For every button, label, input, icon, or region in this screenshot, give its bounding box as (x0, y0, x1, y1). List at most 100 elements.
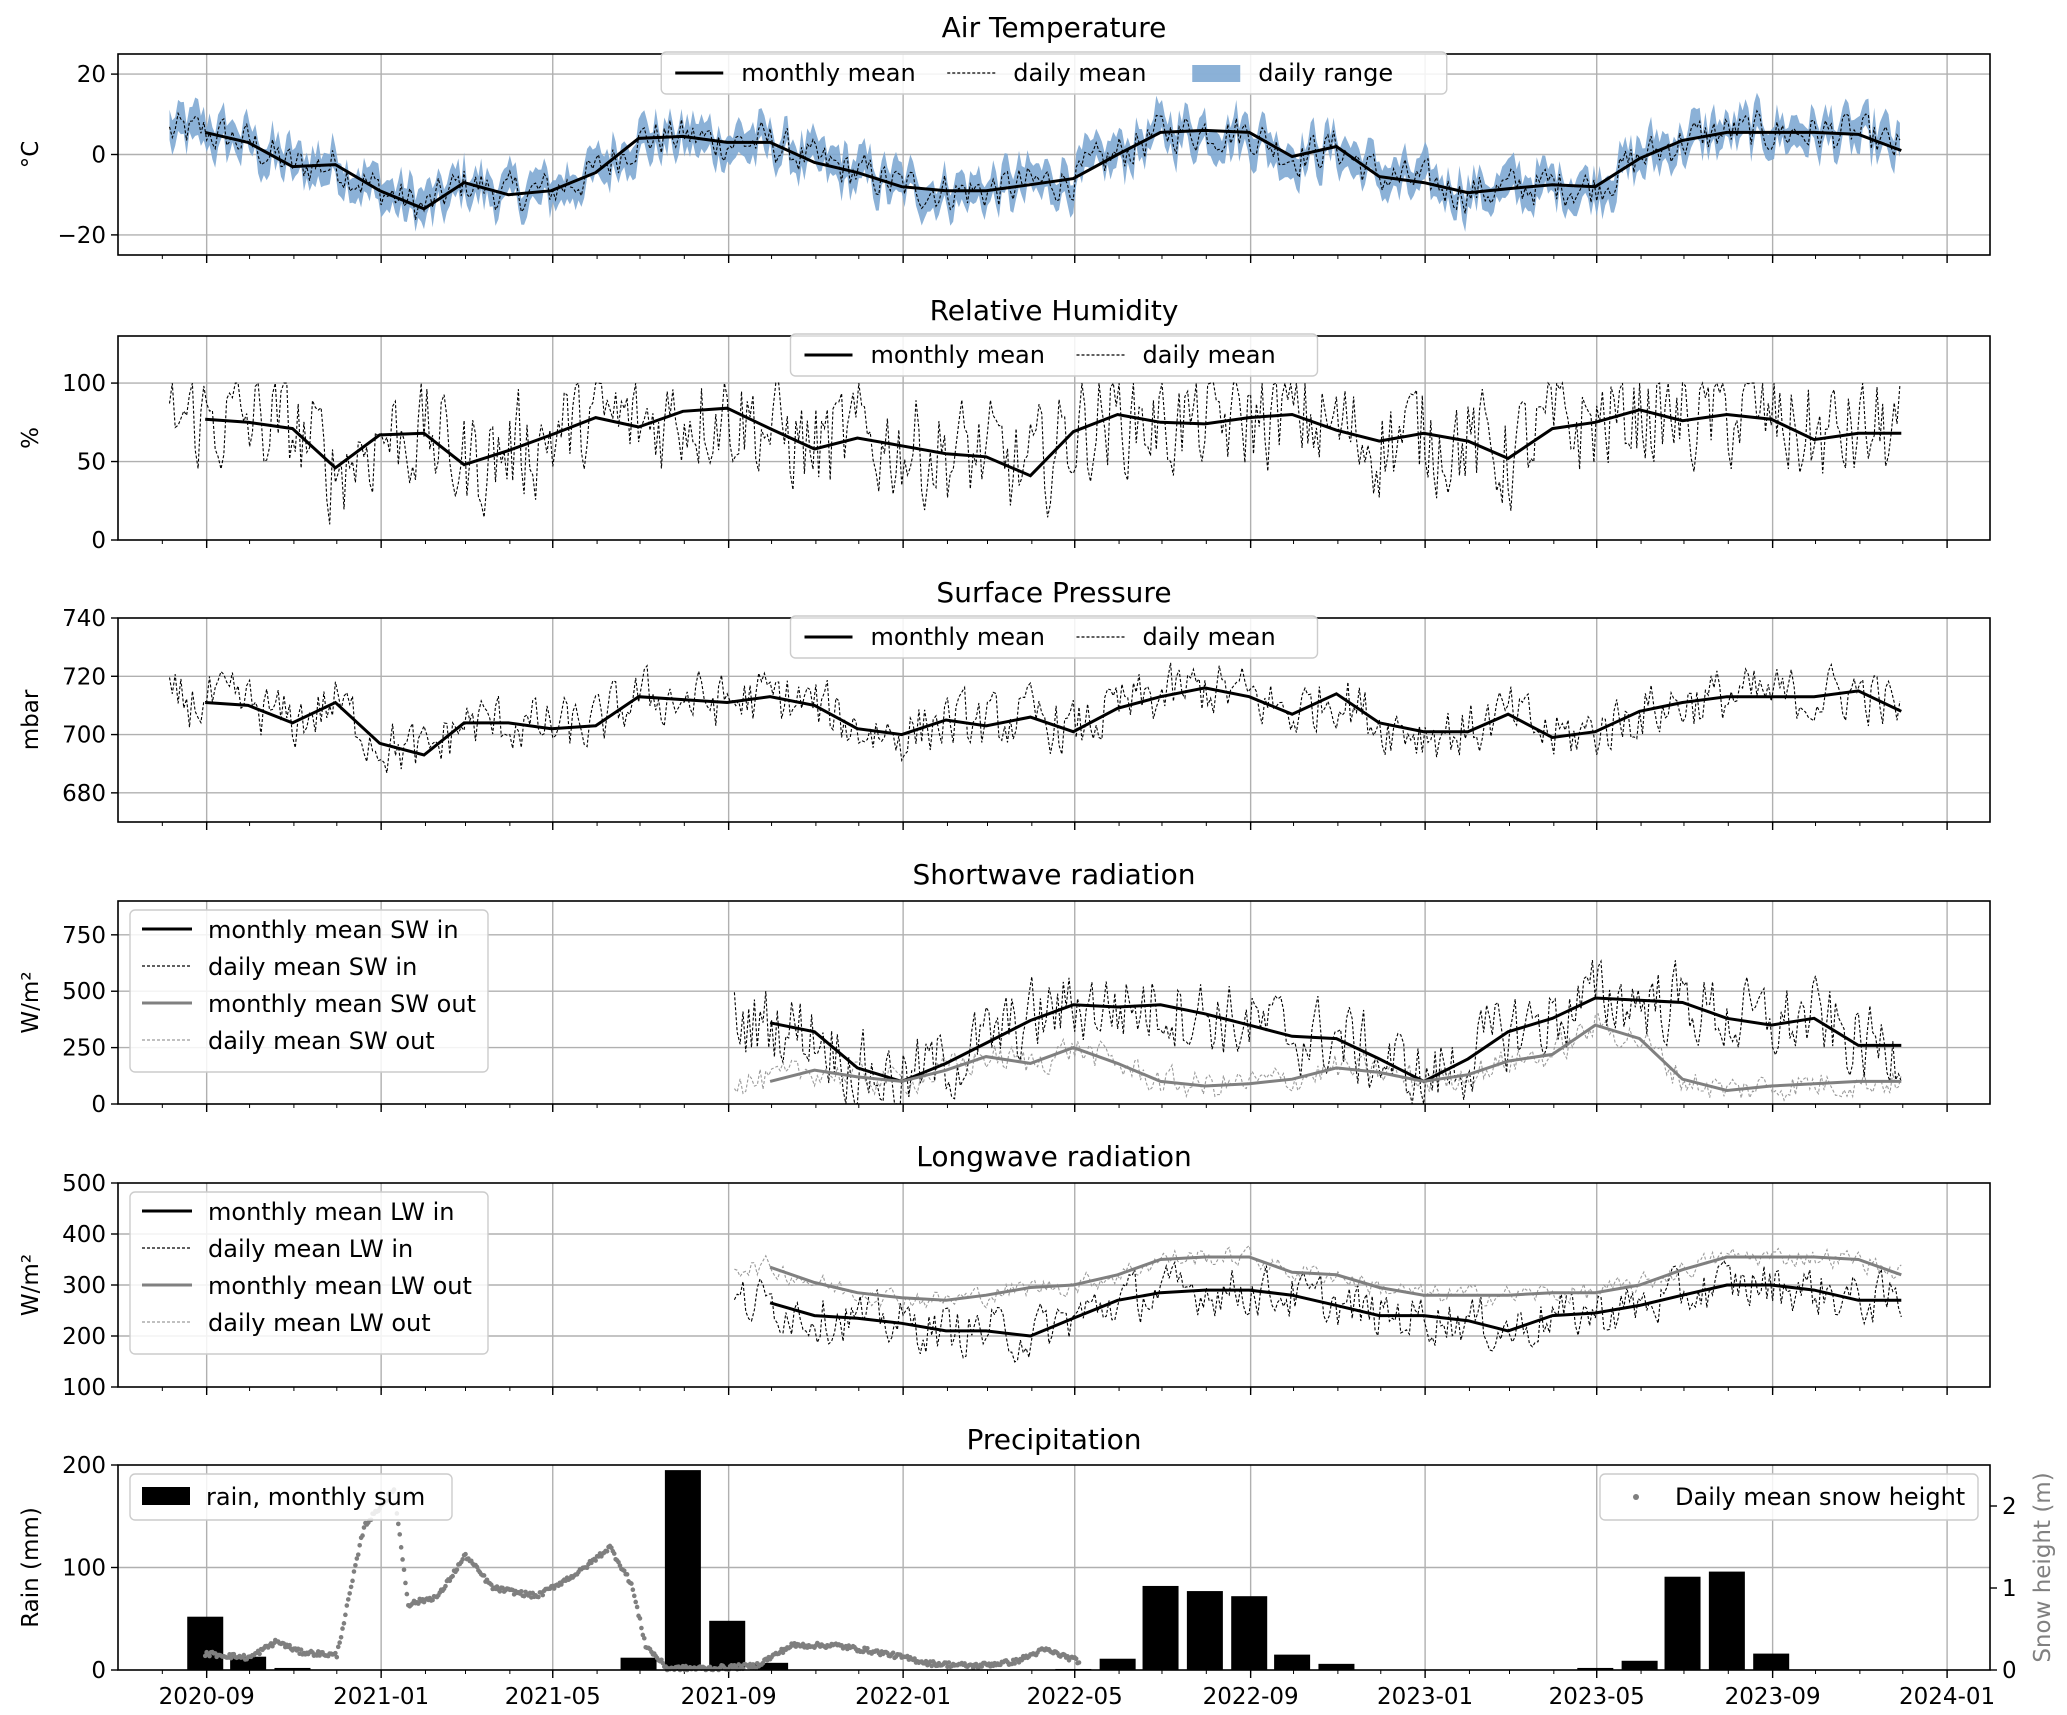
y-tick-label: 750 (62, 923, 106, 949)
snow-height-point (348, 1584, 354, 1590)
x-tick-label: 2024-01 (1899, 1684, 1995, 1710)
rain-bar (274, 1667, 311, 1670)
axes-frame (117, 1182, 1991, 1388)
rain-bar (230, 1656, 267, 1670)
y-axis-label: W/m² (18, 1254, 44, 1316)
snow-height-point (629, 1581, 634, 1586)
snow-height-point (398, 1545, 404, 1550)
y-axis-label: °C (18, 141, 44, 169)
snow-height-point (397, 1532, 403, 1537)
snow-height-point (624, 1572, 630, 1577)
y-axis-label: % (18, 427, 44, 449)
legend-label: monthly mean LW in (208, 1198, 455, 1226)
panel-rh: Relative Humidity% 0 50 100 monthly mean dail… (18, 294, 1991, 554)
legend-label: daily mean (1143, 623, 1276, 651)
snow-height-point (450, 1573, 455, 1579)
y-tick-label: 100 (62, 371, 106, 397)
legend-label: monthly mean SW in (208, 916, 459, 944)
snow-height-point (350, 1578, 355, 1584)
y-tick-label: 500 (62, 979, 106, 1005)
x-tick-label: 2021-09 (681, 1684, 777, 1710)
rain-bar (1318, 1663, 1355, 1670)
monthly-mean-line (204, 128, 1902, 211)
y-tick-label: 200 (62, 1453, 106, 1479)
legend-label: daily mean SW out (208, 1027, 435, 1055)
snow-height-point (488, 1582, 494, 1587)
snow-height-point (334, 1654, 340, 1660)
legend-label: monthly mean (871, 623, 1045, 651)
snow-height-point (355, 1552, 361, 1557)
y-tick-label: 0 (91, 528, 106, 554)
legend: monthly mean SW in daily mean SW in monthl… (129, 909, 489, 1073)
legend: monthly mean daily mean (789, 615, 1319, 659)
rain-bar (1621, 1660, 1658, 1670)
monthly-mean-lw-in-line (769, 1283, 1902, 1338)
monthly-mean-line (205, 686, 1902, 757)
panel-precip: Precipitation Rain (mm) 0 100 200 0 1 2 Snow hei… (18, 1423, 2056, 1710)
snow-height-point (460, 1557, 465, 1562)
snow-height-point (400, 1557, 405, 1562)
snow-height-point (979, 1664, 985, 1669)
snow-height-point (890, 1650, 896, 1656)
snow-height-point (474, 1564, 480, 1570)
snow-height-point (404, 1591, 410, 1597)
snow-height-point (780, 1650, 786, 1656)
snow-height-point (395, 1521, 401, 1527)
snow-height-point (454, 1567, 460, 1573)
legend: monthly mean LW in daily mean LW in monthl… (129, 1191, 489, 1355)
monthly-mean-sw-in-line (769, 996, 1902, 1084)
snow-height-point (344, 1603, 350, 1608)
y-axis-label: Rain (mm) (18, 1507, 44, 1628)
legend-frame (660, 51, 1448, 95)
snow-height-point (912, 1656, 917, 1661)
y-tick-label: 20 (77, 62, 106, 88)
rain-bar (620, 1657, 657, 1670)
legend-label: rain, monthly sum (206, 1483, 425, 1511)
snow-height-point (584, 1565, 590, 1571)
snow-height-point (341, 1621, 347, 1626)
panel-title: Precipitation (966, 1423, 1141, 1456)
snow-height-point (447, 1578, 453, 1584)
legend-label: daily mean LW out (208, 1309, 431, 1337)
rain-bar (187, 1616, 224, 1670)
legend-label: daily range (1258, 59, 1393, 87)
y-tick-label: 0 (91, 1658, 106, 1684)
daily-mean-lw-in-line (733, 1260, 1902, 1363)
legend: rain, monthly sum (129, 1473, 453, 1521)
y2-axis-label: Snow height (m) (2030, 1472, 2056, 1662)
x-tick-label: 2023-01 (1377, 1684, 1473, 1710)
y-tick-label: 720 (62, 664, 106, 690)
x-tick-label: 2022-01 (855, 1684, 951, 1710)
y-tick-label: 740 (62, 606, 106, 632)
x-tick-label: 2020-09 (159, 1684, 255, 1710)
snow-height-point (354, 1556, 360, 1561)
daily-mean-sw-in-line (733, 959, 1902, 1104)
snow-height-point (497, 1589, 503, 1594)
snow-height-point (401, 1567, 407, 1572)
y2-tick-label: 0 (2002, 1658, 2017, 1684)
snow-height-point (630, 1587, 636, 1593)
snow-height-point (340, 1626, 345, 1631)
daily-mean-line (168, 109, 1901, 220)
legend-swatch (1192, 65, 1241, 82)
y-tick-label: 50 (77, 450, 106, 476)
panel-temp: Air Temperature °C −20 0 20 monthly mean daily… (18, 11, 1991, 263)
x-tick-label: 2021-01 (333, 1684, 429, 1710)
snow-height-point (611, 1551, 617, 1556)
legend-frame (129, 909, 489, 1073)
daily-mean-line (168, 381, 1901, 525)
rain-bar (1577, 1667, 1614, 1670)
snow-height-point (228, 1655, 234, 1661)
y2-tick-label: 1 (2002, 1576, 2017, 1602)
legend: monthly mean daily mean daily range (660, 51, 1448, 95)
snow-height-point (463, 1551, 468, 1557)
monthly-mean-lw-out-line (769, 1255, 1902, 1302)
snow-height-point (298, 1647, 304, 1652)
legend-swatch (1633, 1494, 1639, 1500)
x-tick-label: 2021-05 (505, 1684, 601, 1710)
snow-height-point (333, 1650, 338, 1656)
snow-height-point (241, 1652, 247, 1658)
snow-height-point (634, 1604, 640, 1610)
snow-height-point (443, 1583, 448, 1589)
y-tick-label: 680 (62, 781, 106, 807)
